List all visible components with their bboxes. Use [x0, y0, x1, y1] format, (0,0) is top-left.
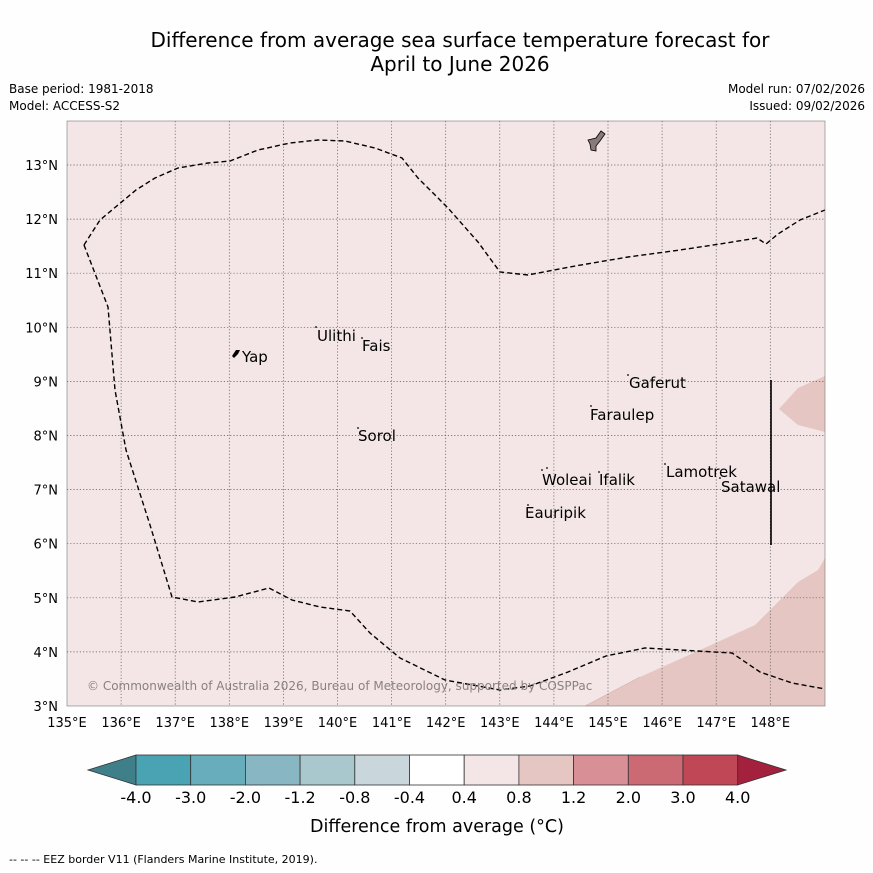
longitude-label: 139°E	[264, 716, 304, 731]
longitude-label: 137°E	[155, 716, 195, 731]
colorbar-tick-label: -1.2	[284, 788, 315, 807]
colorbar-segment	[463, 754, 520, 786]
colorbar-segment	[190, 754, 246, 786]
colorbar-labels: -4.0 -3.0 -2.0 -1.2 -0.8 -0.4 0.4 0.8 1.2 2.0 3.0 4…	[120, 788, 750, 807]
colorbar-segment	[244, 754, 301, 786]
eez-border	[83, 139, 825, 276]
colorbar-tick-label: 0.8	[506, 788, 531, 807]
place-label-gaferut: Gaferut	[629, 374, 686, 392]
place-label-satawal: Satawal	[721, 478, 780, 496]
longitude-label: 140°E	[318, 716, 358, 731]
longitude-label: 147°E	[696, 716, 736, 731]
map-area	[67, 121, 825, 706]
place-label-fais: Fais	[362, 337, 391, 355]
colorbar-segment	[518, 754, 575, 786]
colorbar-segment	[409, 754, 465, 786]
issued-date: Issued: 09/02/2026	[749, 99, 865, 113]
place-label-woleai: Woleai	[542, 471, 592, 489]
latitude-label: 8°N	[34, 430, 59, 445]
place-label-lamotrek: Lamotrek	[666, 463, 737, 481]
longitude-label: 142°E	[426, 716, 466, 731]
meta-right: Model run: 07/02/2026 Issued: 09/02/2026	[728, 81, 865, 115]
colorbar-tick-label: -0.8	[339, 788, 370, 807]
latitude-label: 10°N	[25, 321, 58, 336]
place-label-ifalik: Ifalik	[599, 471, 635, 489]
colorbar-tick-label: -2.0	[230, 788, 261, 807]
colorbar-tick-label: 0.4	[451, 788, 476, 807]
model-run: Model run: 07/02/2026	[727, 82, 865, 96]
latitude-label: 5°N	[34, 592, 59, 607]
map-frame	[66, 120, 826, 707]
longitude-label: 138°E	[210, 716, 250, 731]
colorbar-segment	[573, 754, 629, 786]
longitude-label: 136°E	[101, 716, 141, 731]
base-period: Base period: 1981-2018	[9, 82, 154, 96]
latitude-label: 13°N	[25, 159, 58, 174]
longitude-label: 141°E	[372, 716, 412, 731]
eez-legend-footer: -- -- -- EEZ border V11 (Flanders Marine…	[9, 853, 318, 866]
latitude-labels: 3°N 4°N 5°N 6°N 7°N 8°N 9°N 10°N 11°N 12°N 13°N	[25, 159, 58, 715]
latitude-label: 9°N	[34, 375, 59, 390]
longitude-label: 135°E	[47, 716, 87, 731]
warm-anomaly-east	[779, 376, 825, 432]
warm-anomaly-southeast	[585, 558, 825, 706]
meta-left: Base period: 1981-2018 Model: ACCESS-S2	[9, 81, 154, 115]
yap-island	[232, 350, 240, 358]
colorbar-tick-label: -4.0	[120, 788, 151, 807]
colorbar-tick-label: 1.2	[561, 788, 586, 807]
place-label-sorol: Sorol	[358, 427, 396, 445]
longitude-label: 148°E	[751, 716, 791, 731]
colorbar-segment	[135, 754, 192, 786]
copyright-notice: © Commonwealth of Australia 2026, Bureau…	[87, 679, 592, 693]
colorbar-segment	[354, 754, 410, 786]
longitude-labels: 135°E 136°E 137°E 138°E 139°E 140°E 141°E 142°E…	[47, 716, 790, 731]
colorbar-tick-label: 2.0	[616, 788, 641, 807]
latitude-label: 7°N	[34, 484, 59, 499]
gridlines	[67, 121, 825, 706]
colorbar-extend-high	[737, 754, 788, 786]
longitude-label: 143°E	[480, 716, 520, 731]
latitude-label: 3°N	[34, 700, 59, 715]
title-line-2: April to June 2026	[370, 52, 550, 76]
colorbar	[86, 754, 788, 786]
model-name: Model: ACCESS-S2	[9, 99, 121, 113]
latitude-label: 11°N	[25, 267, 58, 282]
longitude-label: 146°E	[642, 716, 682, 731]
place-label-eauripik: Eauripik	[525, 504, 586, 522]
longitude-label: 144°E	[534, 716, 574, 731]
colorbar-tick-label: 4.0	[725, 788, 750, 807]
latitude-label: 12°N	[25, 213, 58, 228]
colorbar-extend-low	[86, 754, 137, 786]
colorbar-tick-label: 3.0	[670, 788, 695, 807]
colorbar-title: Difference from average (°C)	[310, 817, 564, 837]
place-label-yap: Yap	[241, 348, 268, 366]
colorbar-tick-label: -3.0	[175, 788, 206, 807]
latitude-label: 6°N	[34, 538, 59, 553]
guam-island	[587, 130, 606, 152]
map-title: Difference from average sea surface temp…	[60, 28, 860, 76]
atoll-dots	[315, 326, 721, 506]
colorbar-segment	[627, 754, 684, 786]
latitude-label: 4°N	[34, 646, 59, 661]
title-line-1: Difference from average sea surface temp…	[150, 28, 770, 52]
longitude-label: 145°E	[588, 716, 628, 731]
place-label-ulithi: Ulithi	[317, 327, 356, 345]
colorbar-segment	[299, 754, 356, 786]
colorbar-segment	[682, 754, 739, 786]
colorbar-tick-label: -0.4	[394, 788, 425, 807]
place-label-faraulep: Faraulep	[590, 406, 654, 424]
eez-border-west	[83, 244, 825, 691]
